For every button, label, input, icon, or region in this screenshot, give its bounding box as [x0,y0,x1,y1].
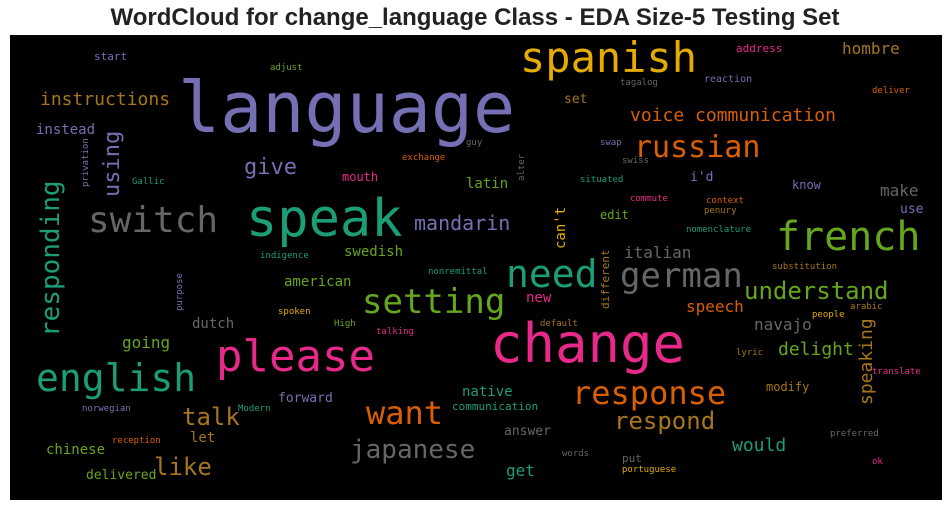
word-setting: setting [362,282,506,322]
word-voice-communication: voice communication [630,105,836,126]
word-indigence: indigence [260,251,309,261]
word-talking: talking [376,327,414,337]
word-delivered: delivered [86,468,157,483]
word-russian: russian [634,130,761,165]
word-get: get [506,461,535,480]
word-swiss: swiss [622,156,650,166]
word-nomenclature: nomenclature [686,225,752,235]
word-ok: ok [872,457,883,467]
word-would: would [732,435,787,456]
word-english: english [36,356,197,400]
word-delight: delight [778,339,854,360]
word-words: words [562,449,590,459]
word-language: language [178,67,516,149]
word-swedish: swedish [344,244,404,260]
word-answer: answer [504,424,551,439]
word-put: put [622,452,642,465]
word-talk: talk [182,403,240,431]
word-adjust: adjust [270,63,303,73]
word-using: using [100,130,125,197]
word-exchange: exchange [402,153,446,163]
word-penury: penury [704,206,737,216]
word-modify: modify [766,380,810,394]
word-speech: speech [686,297,744,316]
word-different: different [599,249,612,309]
word-lyric: lyric [736,348,764,358]
word-responding: responding [36,180,66,337]
word-mouth: mouth [342,170,379,184]
word-cant: can't [553,206,569,249]
word-want: want [366,394,444,432]
word-latin: latin [466,176,509,192]
word-dutch: dutch [192,316,235,332]
word-like: like [154,453,212,481]
word-american: american [284,274,352,290]
word-please: please [216,331,375,382]
word-start: start [94,50,128,63]
word-speaking: speaking [856,318,877,405]
word-edit: edit [600,208,629,222]
word-make: make [880,181,919,200]
word-navajo: navajo [754,315,812,334]
word-portuguese: portuguese [622,465,677,475]
word-alter: alter [517,153,527,181]
word-instructions: instructions [40,89,171,110]
word-set: set [564,92,588,107]
word-address: address [736,42,783,55]
word-going: going [122,333,171,352]
word-deliver: deliver [872,86,910,96]
word-native: native [462,384,513,400]
word-understand: understand [744,277,889,305]
word-speak: speak [246,189,403,249]
word-gallic: Gallic [132,177,165,187]
word-preferred: preferred [830,429,879,439]
word-change: change [490,312,686,375]
word-id: i'd [690,170,714,185]
word-response: response [572,374,727,412]
word-high: High [334,319,356,329]
word-reception: reception [112,436,161,446]
chart-title: WordCloud for change_language Class - ED… [110,4,840,31]
word-respond: respond [614,407,716,435]
word-mandarin: mandarin [414,211,511,235]
word-context: context [706,196,744,206]
word-substitution: substitution [772,262,838,272]
word-switch: switch [88,200,219,241]
word-spoken: spoken [278,307,311,317]
word-let: let [190,430,216,446]
word-need: need [506,252,598,296]
word-norwegian: norwegian [82,404,131,414]
word-forward: forward [278,391,333,406]
word-tagalog: tagalog [620,78,658,88]
word-modern: Modern [238,404,271,414]
word-swap: swap [600,138,622,148]
word-people: people [812,310,845,320]
word-instead: instead [36,122,96,138]
word-reaction: reaction [704,74,753,85]
word-use: use [900,202,924,217]
word-german: german [620,256,743,296]
word-guy: guy [466,138,483,148]
word-purpose: purpose [175,273,185,311]
word-situated: situated [580,175,624,185]
word-nonremittal: nonremittal [428,267,488,277]
word-privation: privation [81,138,91,187]
word-japanese: japanese [350,435,476,465]
word-know: know [792,178,821,192]
word-italian: italian [624,243,692,262]
word-commute: commute [630,194,668,204]
word-new: new [526,290,552,306]
word-hombre: hombre [842,39,900,58]
word-spanish: spanish [520,35,698,82]
word-cloud-canvas: language spanish speak change please fre… [10,35,942,500]
word-translate: translate [872,367,921,377]
word-chinese: chinese [46,442,106,458]
word-default: default [540,319,578,329]
word-french: french [776,214,921,260]
word-give: give [244,155,297,180]
word-communication: communication [452,400,539,413]
word-arabic: arabic [850,302,883,312]
